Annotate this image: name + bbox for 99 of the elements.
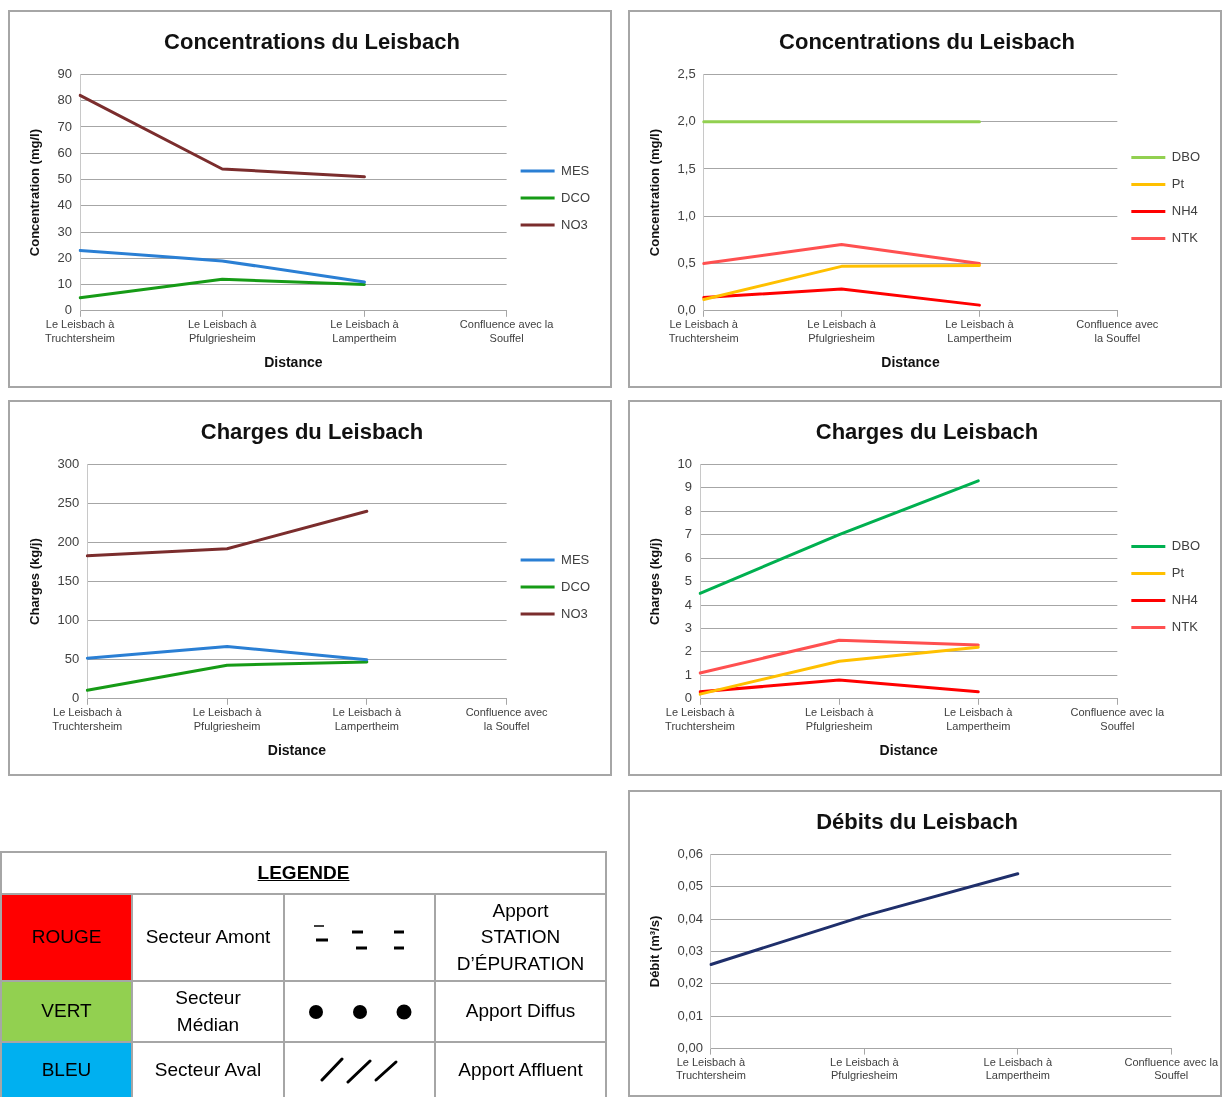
text: LEGENDE bbox=[1, 852, 607, 894]
y-tick-label: 0,0 bbox=[677, 302, 696, 318]
y-tick-label: 50 bbox=[57, 171, 73, 187]
y-tick-label: 90 bbox=[57, 65, 73, 81]
y-tick-label: 300 bbox=[57, 455, 80, 471]
text: Secteur Aval bbox=[132, 1042, 284, 1097]
x-axis-title: Distance bbox=[264, 354, 323, 371]
y-tick-label: 1,5 bbox=[677, 160, 696, 176]
legend-label: MES bbox=[561, 551, 590, 567]
y-tick-label: 8 bbox=[684, 502, 693, 518]
y-tick-label: 0,01 bbox=[677, 1007, 703, 1023]
x-tick-label: Le Leisbach à Lampertheim bbox=[945, 318, 1015, 344]
y-axis-title: Concentration (mg/l) bbox=[27, 129, 43, 257]
x-axis-title: Distance bbox=[879, 742, 939, 759]
y-tick-label: 2,5 bbox=[677, 65, 696, 81]
y-tick-label: 3 bbox=[684, 620, 693, 636]
legend-label: DCO bbox=[561, 578, 590, 594]
legend-label: DBO bbox=[1171, 538, 1200, 554]
y-tick-label: 4 bbox=[684, 596, 693, 612]
x-tick-label: Confluence avec la Souffel bbox=[465, 706, 549, 732]
x-tick-label: Le Leisbach à Pfulgriesheim bbox=[187, 318, 258, 344]
chart-title: Concentrations du Leisbach bbox=[164, 29, 460, 55]
y-tick-label: 80 bbox=[57, 92, 73, 108]
x-tick-label: Confluence avec la Souffel bbox=[1076, 318, 1159, 344]
text: Secteur Amont bbox=[132, 894, 284, 981]
x-tick-label: Le Leisbach à Truchtersheim bbox=[665, 706, 736, 732]
x-tick-label: Le Leisbach à Lampertheim bbox=[332, 706, 402, 732]
x-tick-label: Le Leisbach à Lampertheim bbox=[983, 1056, 1053, 1082]
y-axis-title: Débit (m³/s) bbox=[647, 915, 663, 988]
x-tick-label: Le Leisbach à Lampertheim bbox=[330, 318, 400, 344]
x-tick-label: Confluence avec la Souffel bbox=[1070, 706, 1165, 732]
x-axis-title: Distance bbox=[267, 742, 327, 759]
y-tick-label: 30 bbox=[57, 223, 73, 239]
y-tick-label: 0,02 bbox=[677, 975, 703, 991]
y-tick-label: 0 bbox=[64, 302, 73, 318]
x-tick-label: Le Leisbach à Lampertheim bbox=[943, 706, 1014, 732]
y-tick-label: 0 bbox=[684, 690, 693, 706]
legend-label: Pt bbox=[1171, 565, 1185, 581]
legend-label: DCO bbox=[561, 189, 590, 205]
chart-title: Débits du Leisbach bbox=[816, 809, 1018, 835]
y-tick-label: 5 bbox=[684, 573, 693, 589]
y-tick-label: 0,04 bbox=[677, 910, 703, 926]
y-tick-label: 1,0 bbox=[677, 207, 696, 223]
text: VERT bbox=[1, 981, 132, 1042]
legend-label: NH4 bbox=[1171, 592, 1198, 608]
y-tick-label: 40 bbox=[57, 197, 73, 213]
chart-title: Concentrations du Leisbach bbox=[779, 29, 1075, 55]
text: Apport Affluent bbox=[435, 1042, 607, 1097]
y-tick-label: 0,05 bbox=[677, 878, 703, 894]
y-tick-label: 2,0 bbox=[677, 113, 696, 129]
x-tick-label: Le Leisbach à Pfulgriesheim bbox=[804, 706, 875, 732]
x-tick-label: Le Leisbach à Truchtersheim bbox=[675, 1056, 747, 1082]
chart-title: Charges du Leisbach bbox=[200, 419, 424, 445]
y-tick-label: 10 bbox=[677, 455, 693, 471]
y-tick-label: 250 bbox=[57, 495, 80, 511]
legend-label: NH4 bbox=[1171, 203, 1198, 219]
y-axis-title: Charges (kg/j) bbox=[27, 538, 43, 625]
y-tick-label: 1 bbox=[684, 666, 693, 682]
y-tick-label: 10 bbox=[57, 276, 73, 292]
legend-label: NO3 bbox=[561, 605, 588, 621]
x-tick-label: Le Leisbach à Pfulgriesheim bbox=[830, 1056, 900, 1082]
y-tick-label: 100 bbox=[57, 612, 80, 628]
y-tick-label: 60 bbox=[57, 144, 73, 160]
text: ROUGE bbox=[1, 894, 132, 981]
text: Secteur Médian bbox=[132, 981, 284, 1042]
legend-label: NTK bbox=[1171, 230, 1199, 246]
y-tick-label: 2 bbox=[684, 643, 693, 659]
legend-label: NO3 bbox=[561, 216, 588, 232]
y-tick-label: 70 bbox=[57, 118, 73, 134]
y-tick-label: 0,06 bbox=[677, 845, 703, 861]
x-tick-label: Confluence avec la Souffel bbox=[459, 318, 555, 344]
y-tick-label: 0,03 bbox=[677, 943, 703, 959]
y-tick-label: 0 bbox=[72, 690, 80, 706]
x-axis-title: Distance bbox=[881, 354, 940, 371]
y-tick-label: 6 bbox=[684, 549, 693, 565]
legend-label: MES bbox=[561, 162, 590, 178]
x-tick-label: Le Leisbach à Truchtersheim bbox=[52, 706, 123, 732]
y-tick-label: 0,00 bbox=[677, 1040, 703, 1056]
x-tick-label: Le Leisbach à Truchtersheim bbox=[45, 318, 116, 344]
x-tick-label: Le Leisbach à Pfulgriesheim bbox=[807, 318, 877, 344]
y-tick-label: 7 bbox=[684, 526, 693, 542]
x-tick-label: Le Leisbach à Truchtersheim bbox=[668, 318, 739, 344]
legend-label: Pt bbox=[1171, 176, 1185, 192]
y-tick-label: 0,5 bbox=[677, 255, 696, 271]
legend-label: DBO bbox=[1171, 149, 1200, 165]
y-axis-title: Charges (kg/j) bbox=[647, 538, 663, 625]
y-tick-label: 9 bbox=[684, 479, 693, 495]
text: BLEU bbox=[1, 1042, 132, 1097]
y-tick-label: 50 bbox=[64, 651, 80, 667]
x-tick-label: Le Leisbach à Pfulgriesheim bbox=[192, 706, 263, 732]
y-tick-label: 200 bbox=[57, 534, 80, 550]
y-tick-label: 150 bbox=[57, 573, 80, 589]
x-tick-label: Confluence avec la Souffel bbox=[1124, 1056, 1219, 1082]
y-axis-title: Concentration (mg/l) bbox=[647, 129, 663, 257]
chart-title: Charges du Leisbach bbox=[815, 419, 1039, 445]
y-tick-label: 20 bbox=[57, 249, 73, 265]
text: Apport STATION D’ÉPURATION bbox=[435, 894, 607, 981]
text: Apport Diffus bbox=[435, 981, 607, 1042]
legend-label: NTK bbox=[1171, 619, 1199, 635]
